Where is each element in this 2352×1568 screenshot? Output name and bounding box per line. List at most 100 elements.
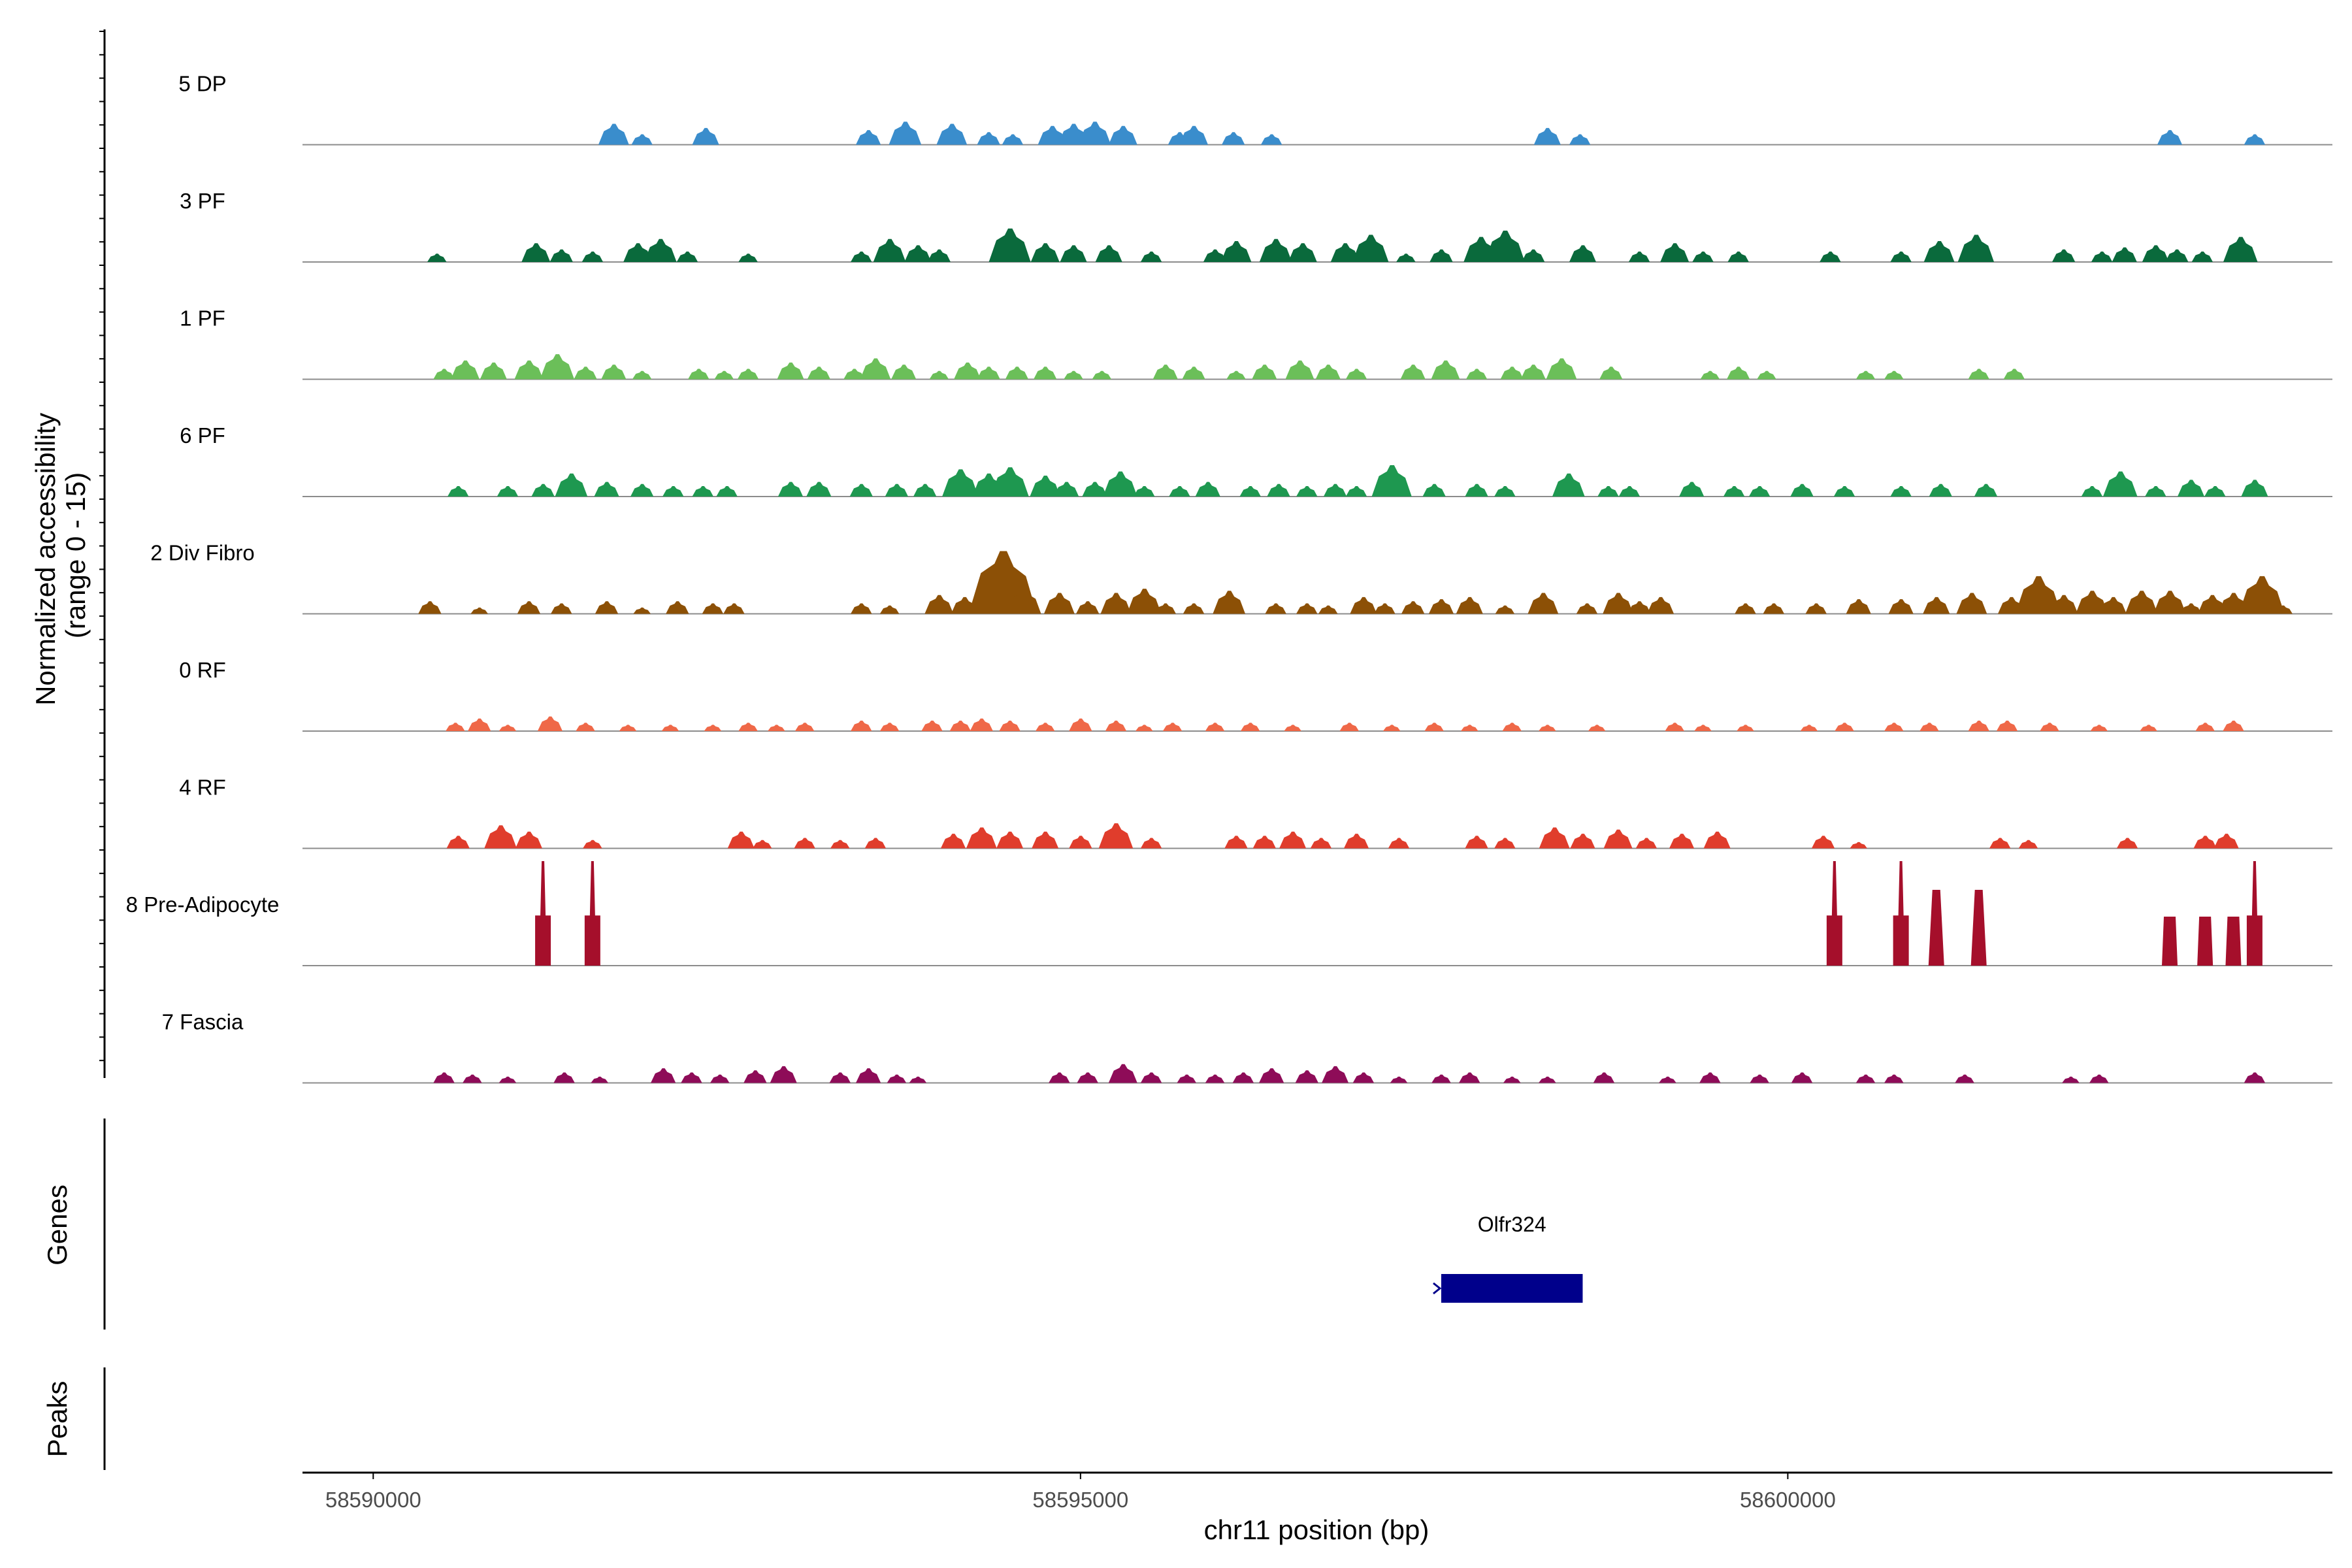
coverage-peak [619,725,637,731]
coverage-peak [1890,486,1912,497]
coverage-peak [1569,134,1591,145]
coverage-peak [515,831,542,849]
track-label: 3 PF [180,189,225,213]
coverage-peak [1533,127,1561,145]
coverage-peak [661,725,679,731]
coverage-peak [770,1066,797,1083]
coverage-peak [737,368,759,380]
coverage-peak [1727,252,1749,262]
coverage-peak [2145,486,2166,497]
coverage-peak [2165,249,2189,262]
coverage-peak [480,362,507,380]
coverage-peak [716,486,738,497]
coverage-peak [1310,838,1332,849]
track-label: 0 RF [179,658,226,682]
accessibility-axis-ticks [99,31,105,1062]
coverage-peak [576,723,595,731]
coverage-peak [1692,252,1714,262]
gene-olfr324[interactable]: Olfr324 [1433,1213,1583,1303]
x-tick-label: 58600000 [1740,1488,1836,1512]
coverage-peak [2091,252,2113,262]
coverage-peak [1884,370,1904,380]
coverage-peak [1078,122,1111,145]
coverage-peak [591,1076,609,1083]
coverage-peak [1183,603,1205,614]
coverage-peak [1569,245,1596,262]
coverage-peak [1284,725,1301,731]
coverage-peak [2125,591,2158,614]
track-label: 5 DP [178,72,226,96]
coverage-peak [514,360,544,380]
coverage-peak [2102,471,2138,497]
coverage-peak [1396,253,1416,262]
coverage-peak [631,134,653,145]
coverage-peak [1374,603,1396,614]
coverage-peak [990,467,1029,497]
coverage-peak [1390,1076,1408,1083]
coverage-peak [1339,723,1359,731]
coverage-peak [692,127,719,145]
coverage-peak [463,1074,482,1083]
coverage-peak [2157,130,2183,145]
coverage-peak [470,607,488,614]
coverage-peak [889,122,922,145]
coverage-peak [1588,725,1606,731]
coverage-peak [1239,486,1261,497]
coverage-peak [942,469,979,497]
coverage-peak [1855,370,1876,380]
coverage-peak [743,1070,767,1083]
coverage-peak [1006,589,1041,614]
coverage-peak [1726,367,1750,380]
coverage-peak [632,370,652,380]
x-tick-label: 58590000 [325,1488,421,1512]
coverage-peak [2162,917,2178,966]
coverage-peak [843,368,865,380]
track-label: 6 PF [180,423,225,448]
coverage-peak [1049,1072,1070,1083]
coverage-peak [1162,723,1183,731]
coverage-peak [540,354,575,380]
coverage-peak [849,483,873,497]
coverage-peak [1315,365,1341,380]
coverage-peak [1603,829,1633,849]
coverage-peak [1820,252,1841,262]
coverage-peak [864,838,887,849]
coverage-peak [1890,252,1912,262]
coverage-peak [966,827,997,849]
coverage-peak [1669,834,1695,849]
coverage-peak [2015,576,2061,614]
coverage-peak [574,367,597,380]
coverage-peak [553,1072,575,1083]
coverage-peak [940,834,966,849]
coverage-peak [1465,836,1488,849]
coverage-peak [1996,721,2018,731]
coverage-peak [583,840,602,849]
coverage-peak [1140,1072,1162,1083]
coverage-peak [909,1076,927,1083]
coverage-peak [1552,473,1585,497]
coverage-peak [537,716,563,731]
coverage-peak [1923,241,1955,262]
track-label: 2 Div Fibro [150,541,255,565]
coverage-peak [1431,1074,1451,1083]
coverage-peak [1279,831,1307,849]
coverage-peak [1222,132,1245,145]
coverage-peak [1343,834,1369,849]
coverage-peak [806,482,832,497]
coverage-peak [807,367,830,380]
coverage-peak [2223,721,2244,731]
coverage-peak [497,486,519,497]
coverage-peak [1092,370,1112,380]
coverage-peak [887,1074,907,1083]
coverage-peak [1428,599,1454,614]
coverage-peak [2099,596,2127,614]
coverage-peak [1546,358,1577,380]
coverage-peak [1285,360,1315,380]
coverage-peak [727,831,755,849]
coverage-peak [1503,1076,1521,1083]
coverage-peak [1195,482,1220,497]
coverage-peak [1750,1074,1769,1083]
track-label: 7 Fascia [162,1010,244,1034]
coverage-peak [666,601,689,614]
coverage-peak [2204,486,2226,497]
